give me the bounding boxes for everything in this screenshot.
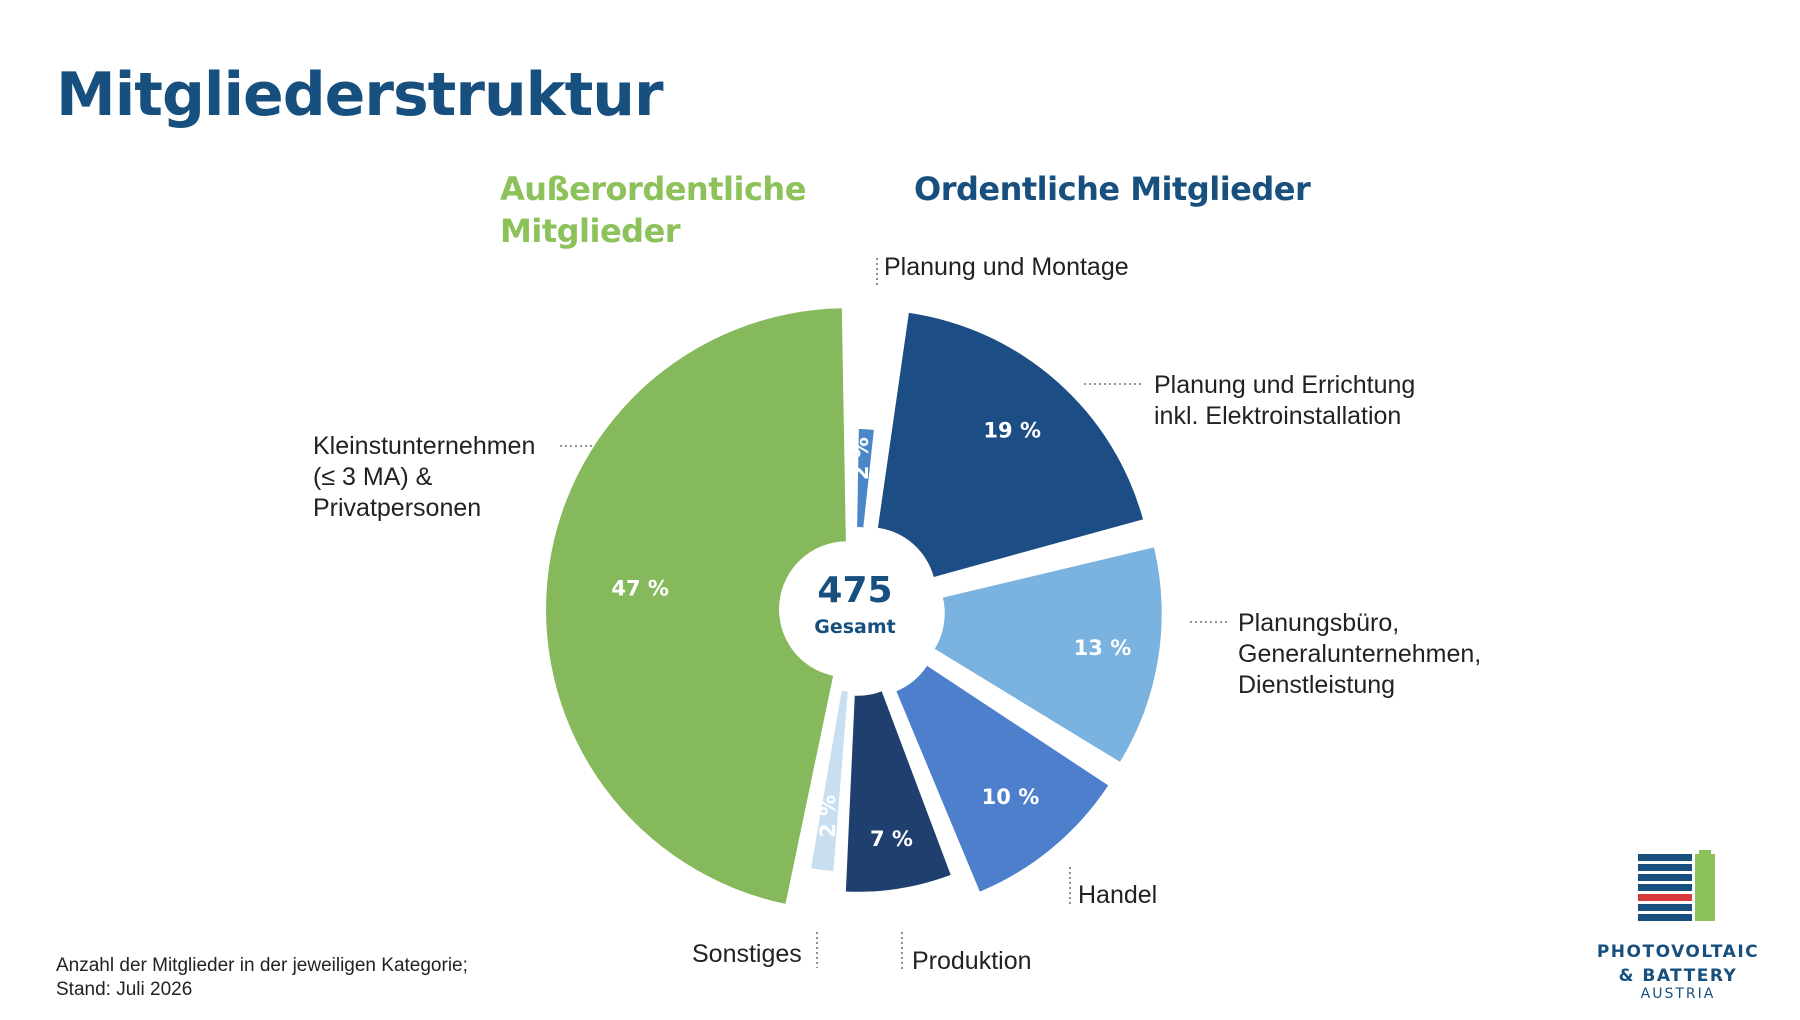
slice-value-label: 10 % [982,785,1040,809]
logo-bar [1638,874,1692,881]
slice-value-label: 2 % [816,795,840,838]
donut-center [791,546,919,674]
slice-group: 7 % [845,691,951,892]
pie-slice [845,691,951,892]
logo-text: PHOTOVOLTAIC & BATTERY [1588,940,1768,988]
logo-line-2: & BATTERY [1618,966,1738,986]
category-label: Sonstiges [692,940,802,968]
logo-bar-red [1638,894,1692,901]
logo-bar [1638,904,1692,911]
slice-group: 19 % [877,312,1143,577]
pie-slice [934,547,1162,762]
logo-bar [1638,864,1692,871]
slice-group: 47 % [546,308,846,904]
slice-group: 2 % [849,429,874,528]
pie-slice [896,665,1109,892]
battery-logo-icon [1638,850,1715,921]
category-label: Planung und Montage [884,253,1129,281]
logo-green-cell [1695,854,1715,921]
category-label: Kleinstunternehmen (≤ 3 MA) & Privatpers… [313,432,536,522]
category-label: Handel [1078,881,1158,909]
pie-slice [546,308,846,904]
slice-value-label: 7 % [870,827,913,851]
slice-value-label: 13 % [1074,636,1132,660]
pie-slice [811,690,848,872]
pie-slice [877,312,1143,577]
logo-terminal [1699,850,1711,854]
slice-value-label: 19 % [983,419,1041,443]
total-label: Gesamt [814,616,896,638]
total-value: 475 [817,570,892,611]
page-title: Mitgliederstruktur [56,60,664,130]
slice-group: 2 % [811,690,848,872]
slice-group: 13 % [934,547,1162,762]
pie-slice [857,429,874,528]
logo-bar [1638,854,1692,861]
logo-line-1: PHOTOVOLTAIC [1596,942,1760,962]
slice-value-label: 47 % [611,577,669,601]
category-label: Planungsbüro, Generalunternehmen, Dienst… [1238,609,1482,699]
category-label: Planung und Errichtung inkl. Elektroinst… [1154,371,1416,430]
category-label: Produktion [912,947,1032,975]
slice-group: 10 % [896,665,1109,892]
logo-bar [1638,914,1692,921]
footnote: Anzahl der Mitglieder in der jeweiligen … [56,955,468,1000]
logo-bar [1638,884,1692,891]
logo-line-3: AUSTRIA [1640,986,1716,1002]
slice-value-label: 2 % [849,437,873,480]
group-label-ordinary: Ordentliche Mitglieder [914,170,1311,208]
group-label-extraordinary: Außerordentliche Mitglieder [500,170,806,250]
